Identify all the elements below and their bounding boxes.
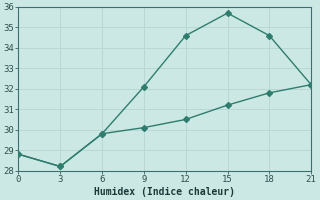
X-axis label: Humidex (Indice chaleur): Humidex (Indice chaleur) <box>94 186 235 197</box>
